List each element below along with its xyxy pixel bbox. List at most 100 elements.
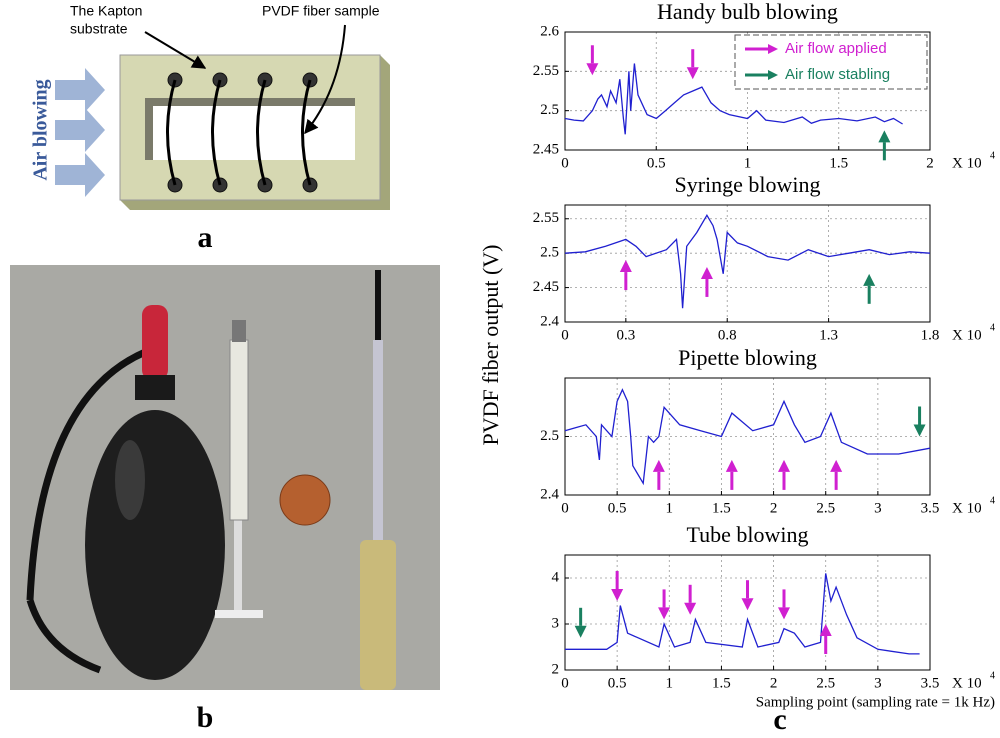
panel-label: a <box>198 221 213 254</box>
x-tick-label: 1.5 <box>829 155 848 171</box>
y-tick-label: 2.6 <box>540 23 559 39</box>
y-tick-label: 2.5 <box>540 428 559 444</box>
x-tick-label: 2 <box>770 675 778 691</box>
x-multiplier: X 10 <box>952 500 982 516</box>
annotation-arrowhead <box>741 598 754 611</box>
x-axis-label: Sampling point (sampling rate = 1k Hz) <box>756 694 995 710</box>
y-tick-label: 2.45 <box>533 279 559 295</box>
x-tick-label: 2 <box>770 500 778 516</box>
substrate-label: substrate <box>70 21 128 37</box>
legend-arrowhead <box>768 44 778 54</box>
chart-title: Syringe blowing <box>674 172 820 197</box>
y-axis-label: PVDF fiber output (V) <box>478 244 503 445</box>
x-tick-label: 3 <box>874 500 882 516</box>
annotation-arrowhead <box>913 424 926 437</box>
x-multiplier-power: 4 <box>990 670 995 681</box>
plot-frame <box>564 377 931 496</box>
syringe-handle <box>215 610 263 618</box>
y-tick-label: 2 <box>552 661 560 677</box>
y-tick-label: 2.4 <box>540 486 559 502</box>
pointer <box>304 24 346 135</box>
x-tick-label: 1.5 <box>712 675 731 691</box>
annotation-arrowhead <box>725 459 738 472</box>
annotation-arrowhead <box>658 607 671 620</box>
panel-label: c <box>773 703 786 736</box>
pipette-glass <box>373 340 383 540</box>
syringe-tip <box>232 320 246 342</box>
x-tick-label: 0.5 <box>608 675 627 691</box>
pipette-handle <box>360 540 396 690</box>
y-tick-label: 2.55 <box>533 63 559 79</box>
annotation-arrowhead <box>700 266 713 279</box>
fibers <box>166 79 312 186</box>
pointer <box>144 31 207 69</box>
x-tick-label: 0.5 <box>647 155 666 171</box>
tube <box>26 341 166 601</box>
annotation-arrowhead <box>778 459 790 472</box>
x-tick-label: 0 <box>561 500 569 516</box>
x-tick-label: 3 <box>874 675 882 691</box>
x-tick-label: 1 <box>744 155 752 171</box>
x-multiplier: X 10 <box>952 675 982 691</box>
frame-edge <box>145 98 355 160</box>
annotation-arrowhead <box>778 607 790 620</box>
annotation-arrowhead <box>619 260 632 273</box>
bulb-highlight <box>115 440 145 520</box>
bulb <box>85 410 225 680</box>
tube <box>26 598 102 674</box>
chart-title: Handy bulb blowing <box>657 0 838 24</box>
x-tick-label: 1.8 <box>921 327 940 343</box>
x-tick-label: 3.5 <box>921 500 940 516</box>
legend-label: Air flow applied <box>785 40 887 57</box>
y-tick-label: 2.5 <box>540 245 559 261</box>
plot-frame <box>564 31 931 151</box>
x-tick-label: 0.5 <box>608 500 627 516</box>
photo: b <box>10 265 440 734</box>
legend-label: Air flow stabling <box>785 66 890 83</box>
x-tick-label: 1.5 <box>712 500 731 516</box>
y-tick-label: 2.55 <box>533 210 559 226</box>
x-tick-label: 1 <box>666 500 674 516</box>
chart-title: Tube blowing <box>686 522 808 547</box>
syringe-barrel <box>229 339 249 521</box>
x-tick-label: 2.5 <box>816 500 835 516</box>
x-tick-label: 0.8 <box>718 327 737 343</box>
air-label: Air blowing <box>30 79 52 180</box>
x-tick-label: 0 <box>561 675 569 691</box>
annotation-arrowhead <box>611 589 624 601</box>
panel-label: b <box>197 701 214 734</box>
x-tick-label: 2 <box>926 155 934 171</box>
diagram: Air blowing The Kapton substrate PVDF fi… <box>30 3 390 254</box>
x-multiplier-power: 4 <box>990 322 995 333</box>
annotation-arrowhead <box>574 625 587 638</box>
coin <box>279 474 331 526</box>
bulb-nozzle <box>142 305 168 380</box>
x-tick-label: 1 <box>666 675 674 691</box>
y-tick-label: 3 <box>552 615 560 631</box>
bulb-neck <box>135 375 175 400</box>
y-tick-label: 4 <box>552 569 560 585</box>
legend-arrowhead <box>768 70 778 80</box>
plot-frame <box>564 204 931 323</box>
substrate-label: The Kapton <box>70 3 142 19</box>
x-tick-label: 0 <box>561 155 569 171</box>
y-tick-label: 2.45 <box>533 141 559 157</box>
x-multiplier: X 10 <box>952 155 982 171</box>
annotation-arrowhead <box>830 459 843 472</box>
annotation-arrowhead <box>863 273 876 286</box>
x-tick-label: 0.3 <box>616 327 635 343</box>
data-line <box>564 388 931 486</box>
syringe-plunger <box>234 515 242 615</box>
annotation-arrowhead <box>878 130 891 143</box>
air-arrows <box>55 68 105 197</box>
data-line <box>564 214 931 309</box>
annotation-arrowhead <box>652 459 665 472</box>
plot-frame <box>564 554 931 671</box>
x-multiplier-power: 4 <box>990 150 995 161</box>
data-line <box>564 63 903 135</box>
fiber-label: PVDF fiber sample <box>262 3 380 19</box>
chart-title: Pipette blowing <box>678 345 817 370</box>
annotation-arrowhead <box>684 602 697 615</box>
annotation-arrowhead <box>686 67 699 80</box>
